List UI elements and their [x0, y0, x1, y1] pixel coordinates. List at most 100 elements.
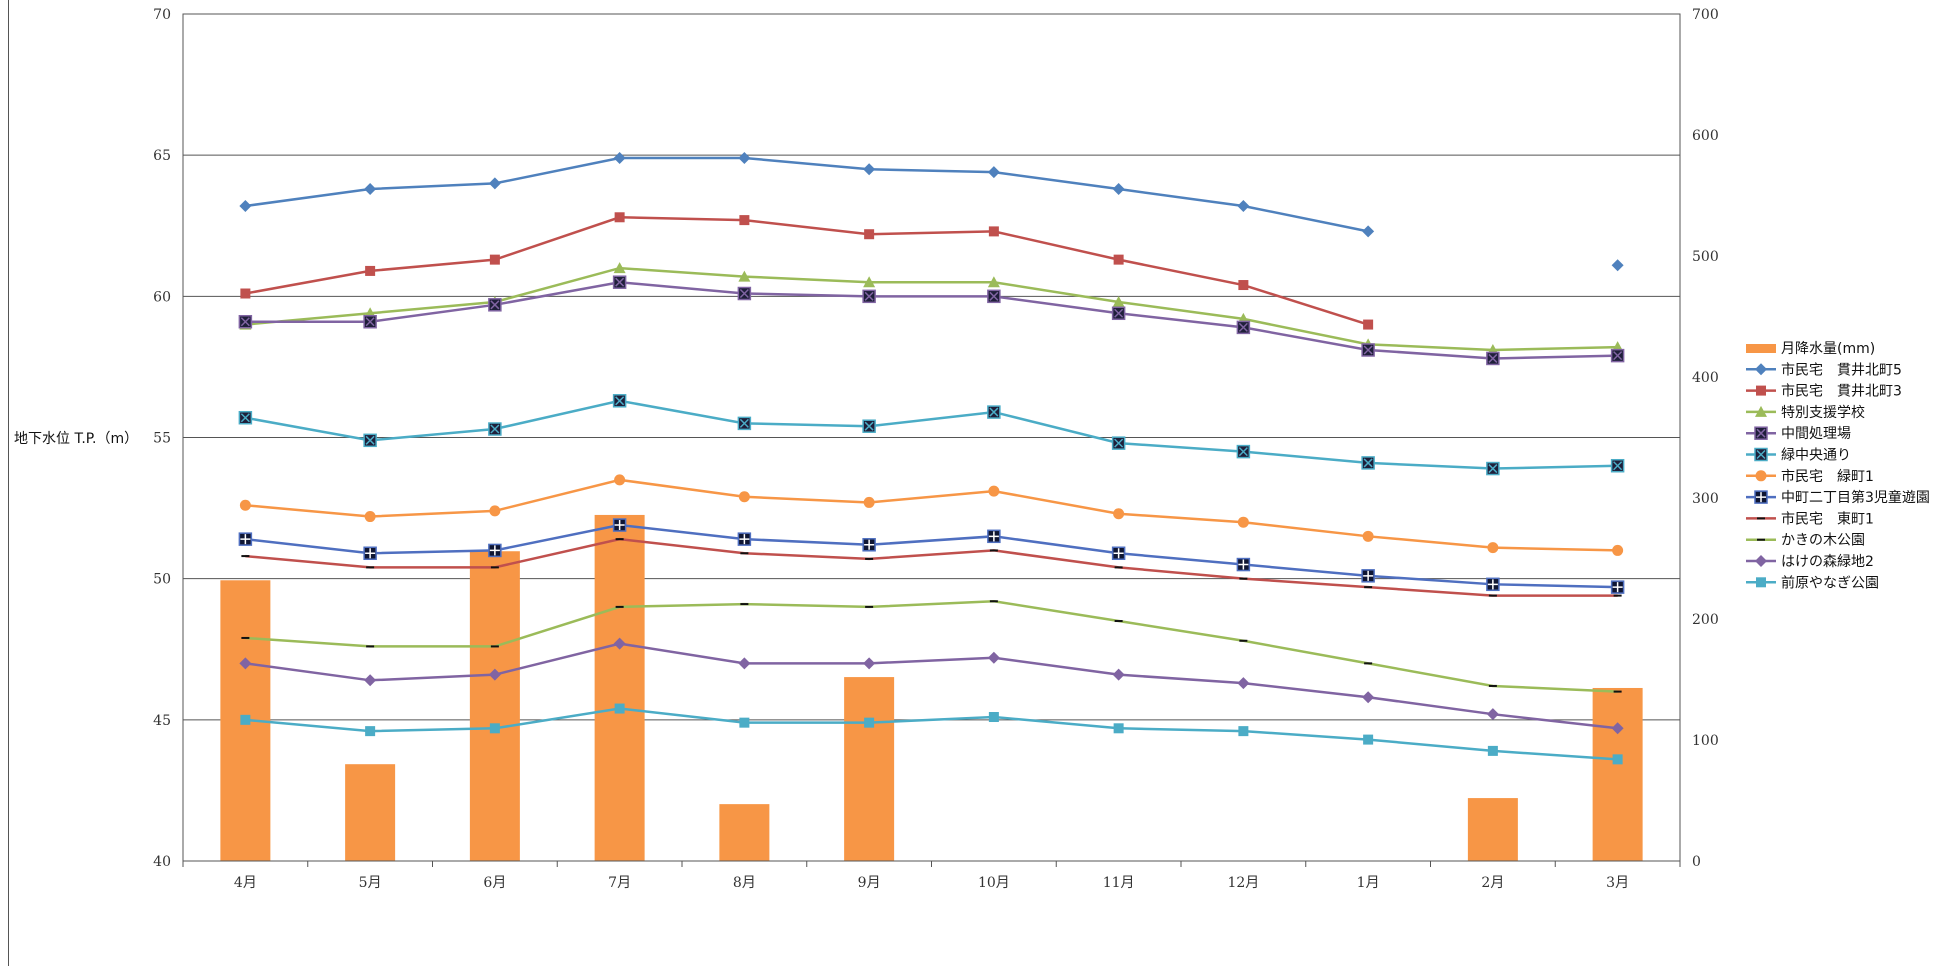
- chart-frame: [8, 0, 1958, 966]
- data-point: [1112, 295, 1125, 307]
- line-series: [240, 212, 1374, 330]
- legend-label: 緑中央通り: [1781, 448, 1851, 464]
- data-point: [864, 229, 875, 240]
- data-point: [365, 726, 376, 737]
- rainfall-bar: [1467, 798, 1518, 861]
- data-point: [863, 657, 876, 670]
- legend-label: 中間処理場: [1781, 426, 1851, 442]
- data-point: [364, 183, 377, 196]
- data-point: [1111, 546, 1126, 561]
- data-point: [1362, 530, 1374, 542]
- data-point: [737, 416, 752, 431]
- x-tick-label: 9月: [858, 875, 881, 891]
- data-point: [739, 717, 750, 728]
- data-point: [1237, 516, 1249, 528]
- x-tick-label: 5月: [359, 875, 382, 891]
- legend-entry: 月降水量(mm): [1746, 341, 1875, 357]
- series-line: [245, 537, 1618, 597]
- y-left-tick-label: 40: [153, 854, 171, 870]
- line-series: [239, 151, 1624, 272]
- series-line: [245, 599, 1618, 693]
- data-point: [1238, 280, 1249, 291]
- data-point: [862, 538, 876, 552]
- data-point: [614, 212, 625, 223]
- line-series: [238, 275, 1625, 366]
- data-point: [1362, 691, 1375, 704]
- legend-entry: かきの木公園: [1746, 533, 1865, 549]
- data-point: [1236, 557, 1251, 572]
- legend-entry: 中町二丁目第3児童遊園: [1746, 489, 1930, 506]
- data-point: [1113, 508, 1125, 520]
- legend-entry: 市民宅 緑町1: [1746, 468, 1874, 485]
- x-tick-label: 1月: [1357, 875, 1380, 891]
- data-point: [1756, 385, 1766, 396]
- series-line: [245, 158, 1617, 265]
- x-tick-label: 3月: [1606, 875, 1629, 891]
- legend-label: 市民宅 緑町1: [1781, 468, 1874, 485]
- data-point: [987, 276, 1000, 288]
- data-point: [987, 405, 1001, 419]
- data-point: [738, 151, 751, 164]
- line-series: [239, 474, 1624, 556]
- data-point: [1111, 306, 1126, 321]
- data-point: [363, 546, 377, 561]
- y-right-tick-label: 0: [1692, 854, 1701, 870]
- series-line: [245, 266, 1618, 352]
- line-series: [238, 394, 1625, 476]
- data-point: [1361, 456, 1375, 470]
- data-point: [1612, 544, 1624, 556]
- x-tick-label: 7月: [608, 875, 631, 891]
- data-point: [739, 215, 750, 226]
- legend-label: 月降水量(mm): [1781, 341, 1875, 357]
- rainfall-bar: [719, 804, 770, 861]
- data-point: [613, 262, 626, 274]
- data-point: [1111, 436, 1126, 450]
- rainfall-bar: [844, 677, 895, 861]
- legend-label: 前原やなぎ公園: [1781, 574, 1879, 591]
- data-point: [987, 289, 1001, 304]
- data-point: [614, 703, 625, 714]
- data-point: [1113, 254, 1124, 265]
- data-point: [1755, 363, 1767, 376]
- x-tick-label: 10月: [978, 875, 1010, 891]
- legend-label: 特別支援学校: [1781, 404, 1865, 421]
- legend-entry: 市民宅 貫井北町3: [1746, 383, 1902, 400]
- legend-entry: はけの森緑地2: [1746, 554, 1874, 570]
- data-point: [612, 275, 627, 289]
- data-point: [863, 276, 876, 288]
- data-point: [1754, 490, 1768, 504]
- legend-entry: 前原やなぎ公園: [1746, 574, 1879, 591]
- y-right-tick-label: 500: [1692, 249, 1719, 265]
- y-axis-label: 地下水位 T.P.（m）: [14, 431, 138, 447]
- data-point: [1361, 569, 1375, 583]
- data-point: [1486, 351, 1500, 366]
- rainfall-bar: [594, 514, 645, 861]
- data-point: [1236, 320, 1251, 335]
- y-right-tick-label: 100: [1692, 733, 1719, 749]
- data-point: [612, 518, 627, 532]
- x-tick-label: 4月: [234, 875, 257, 891]
- line-series: [241, 537, 1622, 597]
- y-right-tick-label: 600: [1692, 128, 1719, 144]
- y-left-tick-label: 50: [153, 572, 171, 588]
- data-point: [1361, 343, 1375, 357]
- data-point: [1363, 319, 1374, 330]
- data-point: [863, 163, 876, 176]
- y-right-tick-label: 200: [1692, 612, 1719, 628]
- data-point: [863, 496, 875, 508]
- data-point: [1486, 577, 1500, 592]
- series-line: [245, 280, 1618, 360]
- data-point: [987, 529, 1001, 544]
- data-point: [239, 499, 251, 511]
- data-point: [987, 651, 1000, 664]
- data-point: [988, 485, 1000, 497]
- legend-label: 市民宅 東町1: [1781, 510, 1874, 527]
- data-point: [1237, 199, 1250, 212]
- data-point: [364, 511, 376, 523]
- data-point: [1362, 225, 1375, 238]
- data-point: [364, 674, 377, 687]
- data-point: [1487, 745, 1498, 756]
- series-line: [245, 642, 1618, 730]
- legend-swatch: [1746, 344, 1776, 353]
- y-right-tick-label: 300: [1692, 491, 1719, 507]
